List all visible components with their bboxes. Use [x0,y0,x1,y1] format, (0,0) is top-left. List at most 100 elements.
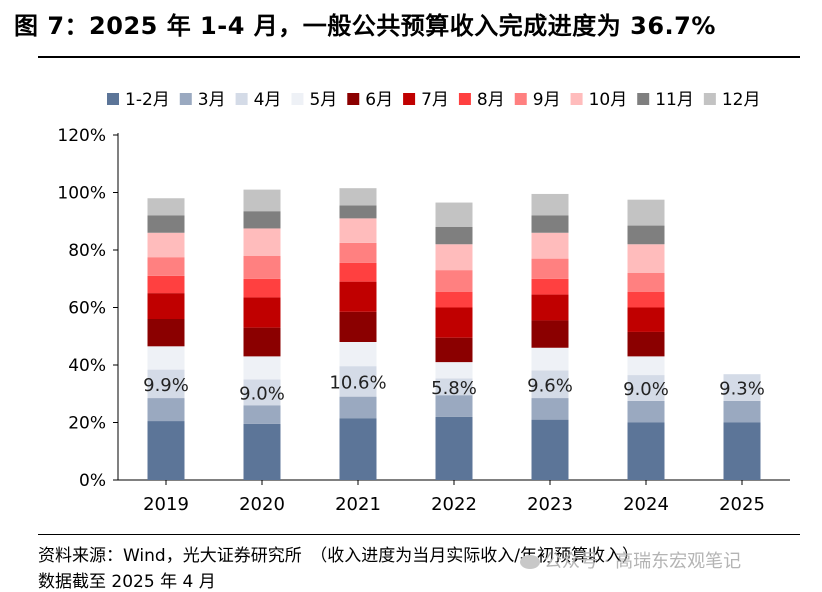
legend-label: 3月 [198,90,226,110]
bar-segment [243,327,281,357]
legend-label: 11月 [655,90,694,110]
bar-segment [243,278,281,298]
bar-segment [531,320,569,348]
stacked-bar-chart: 0% 20% 40% 60% 80% 100% 120% 9.9% 2019 9.0% 2020 10… [57,90,790,515]
legend-label: 1-2月 [125,90,170,110]
legend-label: 9月 [533,90,561,110]
bar-segment [435,244,473,271]
bar-segment [147,198,185,216]
bar-segment [531,193,569,216]
y-tick-label: 20% [68,414,106,434]
watermark-text: 公众号 · 高瑞东宏观笔记 [544,551,742,572]
x-tick-label: 2024 [623,494,669,515]
legend-swatch [347,93,360,105]
bar-segment [435,395,473,417]
data-label: 9.0% [623,379,669,400]
bar-segment [627,400,665,423]
legend-swatch [403,93,416,105]
bar-segment [531,258,569,279]
bar-segment [627,199,665,226]
bar-segment [531,370,569,399]
bar-segment [243,211,281,229]
data-label: 9.6% [527,375,573,396]
x-tick-label: 2019 [143,494,189,515]
bar-segment [627,244,665,273]
bar-segment [147,215,185,233]
bar-segment [147,319,185,347]
footer-divider [38,534,800,535]
bar-segment [531,278,569,295]
bar-segment [627,356,665,376]
bar-segment [147,398,185,422]
legend-label: 7月 [421,90,449,110]
x-tick-label: 2022 [431,494,477,515]
legend-swatch [637,93,650,105]
y-tick-label: 0% [79,471,106,491]
bar-segment [435,270,473,292]
bar-segment [339,281,377,312]
bar-segment [339,418,377,480]
legend-swatch [458,93,471,105]
bar-segment [339,342,377,367]
bar-segment [339,311,377,342]
bar-segment [627,307,665,332]
bar-segment [531,398,569,420]
bar-segment [531,347,569,371]
bar-segment [339,396,377,419]
data-label: 9.0% [239,383,285,404]
legend-label: 10月 [589,90,628,110]
bar-segment [339,366,377,397]
data-date-note: 数据截至 2025 年 4 月 [38,572,216,592]
data-label: 9.9% [143,375,189,396]
bar-segment [723,422,761,480]
bar-segment [627,375,665,401]
x-tick-label: 2023 [527,494,573,515]
bar-segment [147,257,185,276]
bar-segment [147,346,185,370]
legend-swatch [570,93,583,105]
y-tick-label: 40% [68,356,106,376]
data-label: 5.8% [431,378,477,399]
bar-segment [243,297,281,328]
bar-segment [723,374,761,401]
data-label: 10.6% [329,372,386,393]
bar-segment [531,215,569,233]
bar-segment [627,273,665,292]
bar-segment [339,188,377,206]
legend-label: 6月 [365,90,393,110]
legend-swatch [514,93,527,105]
bar-segment [627,422,665,480]
bar-segment [339,242,377,263]
source-note: 资料来源：Wind，光大证券研究所 （收入进度为当月实际收入/年初预算收入） [38,546,639,566]
x-tick-label: 2025 [719,494,765,515]
bar-segment [243,423,281,480]
wechat-icon [520,555,540,569]
bar-segment [723,400,761,423]
bar-segment [435,227,473,245]
legend-label: 12月 [722,90,761,110]
y-tick-label: 100% [57,184,106,204]
legend-label: 5月 [309,90,337,110]
bar-segment [243,228,281,256]
bar-segment [531,419,569,480]
legend-swatch [179,93,192,105]
bar-segment [147,369,185,399]
bar-segment [243,356,281,380]
bar-segment [147,232,185,258]
bar-segment [243,189,281,212]
bar-segment [243,255,281,279]
data-label: 9.3% [719,379,765,400]
title-divider [38,56,800,58]
bar-segment [243,379,281,406]
bar-segment [435,307,473,338]
page-title: 图 7：2025 年 1-4 月，一般公共预算收入完成进度为 36.7% [14,12,716,40]
watermark: 公众号 · 高瑞东宏观笔记 [520,547,741,573]
legend-label: 4月 [254,90,282,110]
bar-segment [627,291,665,308]
x-tick-label: 2020 [239,494,285,515]
bar-segment [627,225,665,245]
legend-swatch [703,93,716,105]
bar-segment [435,202,473,227]
bar-segment [147,421,185,480]
bar-segment [339,205,377,219]
